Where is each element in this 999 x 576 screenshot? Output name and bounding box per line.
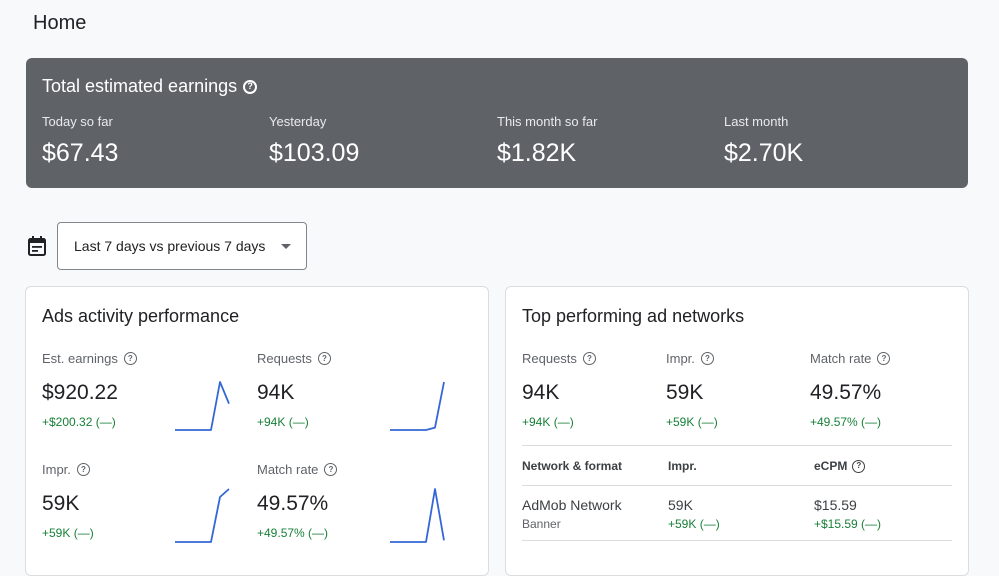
ads-activity-card: Ads activity performance Est. earnings? … [25,286,489,576]
earnings-value: $103.09 [269,139,360,167]
metric-label: Requests [522,351,577,366]
help-icon[interactable]: ? [317,352,331,365]
earnings-label: Today so far [42,114,113,129]
metric-match-rate: Match rate? 49.57% +49.57% (—) [257,462,338,540]
metric-requests: Requests? 94K +94K (—) [257,351,331,429]
metric-label: Match rate [810,351,872,366]
header-label: Impr. [668,459,697,473]
earnings-label: Yesterday [269,114,327,129]
table-header-impressions[interactable]: Impr. [668,459,697,473]
metric-value: 94K [257,381,295,404]
cell-ecpm: $15.59 +$15.59 (—) [814,497,881,531]
metric-value: 94K [522,381,560,404]
sparkline-match-rate [390,488,445,543]
table-header-network[interactable]: Network & format [522,459,622,473]
earnings-label: This month so far [497,114,598,129]
calendar-icon [28,236,46,256]
impressions-value: 59K [668,497,693,513]
divider [522,445,952,446]
impressions-delta: +59K (—) [668,517,720,531]
network-name: AdMob Network [522,497,622,513]
metric-delta: +49.57% (—) [810,415,882,429]
metric-label: Match rate [257,462,319,477]
earnings-yesterday: Yesterday $103.09 [269,114,359,168]
metric-label: Impr. [42,462,71,477]
metric-label: Impr. [666,351,695,366]
sparkline-series [175,488,230,543]
metric-value: 49.57% [810,381,882,404]
top-networks-card: Top performing ad networks Requests? 94K… [505,286,969,576]
date-range-value: Last 7 days vs previous 7 days [74,238,266,254]
earnings-value: $67.43 [42,139,119,167]
earnings-today: Today so far $67.43 [42,114,118,168]
help-icon[interactable]: ? [582,352,596,365]
earnings-value: $1.82K [497,139,577,167]
ad-format: Banner [522,517,561,531]
header-label: eCPM [814,459,848,473]
help-icon[interactable]: ? [76,463,90,476]
metric-label: Requests [257,351,312,366]
metric-est-earnings: Est. earnings? $920.22 +$200.32 (—) [42,351,137,429]
chevron-down-icon [281,244,291,249]
help-icon[interactable]: ? [877,352,891,365]
metric-delta: +$200.32 (—) [42,415,116,429]
help-icon[interactable]: ? [852,459,866,473]
metric-delta: +94K (—) [257,415,309,429]
divider [522,540,952,541]
metric-delta: +59K (—) [42,526,94,540]
metric-requests: Requests? 94K +94K (—) [522,351,596,429]
metric-delta: +49.57% (—) [257,526,329,540]
help-icon[interactable]: ? [123,352,137,365]
earnings-title: Total estimated earnings ? [42,76,258,97]
sparkline-impressions [175,488,230,543]
sparkline-requests [390,381,445,431]
earnings-last-month: Last month $2.70K [724,114,803,168]
earnings-label: Last month [724,114,789,129]
sparkline-series [175,381,230,431]
cell-impressions: 59K +59K (—) [668,497,720,531]
sparkline-series [390,381,445,431]
help-icon[interactable]: ? [243,79,258,94]
ecpm-delta: +$15.59 (—) [814,517,882,531]
metric-impressions: Impr.? 59K +59K (—) [42,462,94,540]
sparkline-series [390,488,445,543]
date-range-select[interactable]: Last 7 days vs previous 7 days [57,222,307,270]
metric-delta: +94K (—) [522,415,574,429]
card-title: Top performing ad networks [522,306,745,326]
metric-label: Est. earnings [42,351,118,366]
metric-value: 59K [42,492,80,515]
metric-value: 49.57% [257,492,329,515]
help-icon[interactable]: ? [324,463,338,476]
metric-value: 59K [666,381,704,404]
metric-impressions: Impr.? 59K +59K (—) [666,351,718,429]
cell-network: AdMob Network Banner [522,497,622,531]
earnings-this-month: This month so far $1.82K [497,114,597,168]
metric-delta: +59K (—) [666,415,718,429]
divider [522,485,952,486]
page-title: Home [33,12,87,34]
earnings-value: $2.70K [724,139,804,167]
earnings-title-label: Total estimated earnings [42,76,238,96]
help-icon[interactable]: ? [700,352,714,365]
metric-match-rate: Match rate? 49.57% +49.57% (—) [810,351,891,429]
sparkline-est-earnings [175,381,230,431]
header-label: Network & format [522,459,623,473]
card-title: Ads activity performance [42,306,240,326]
earnings-summary-card: Total estimated earnings ? Today so far … [26,58,968,188]
table-header-ecpm[interactable]: eCPM? [814,459,866,473]
ecpm-value: $15.59 [814,497,857,513]
metric-value: $920.22 [42,381,118,404]
